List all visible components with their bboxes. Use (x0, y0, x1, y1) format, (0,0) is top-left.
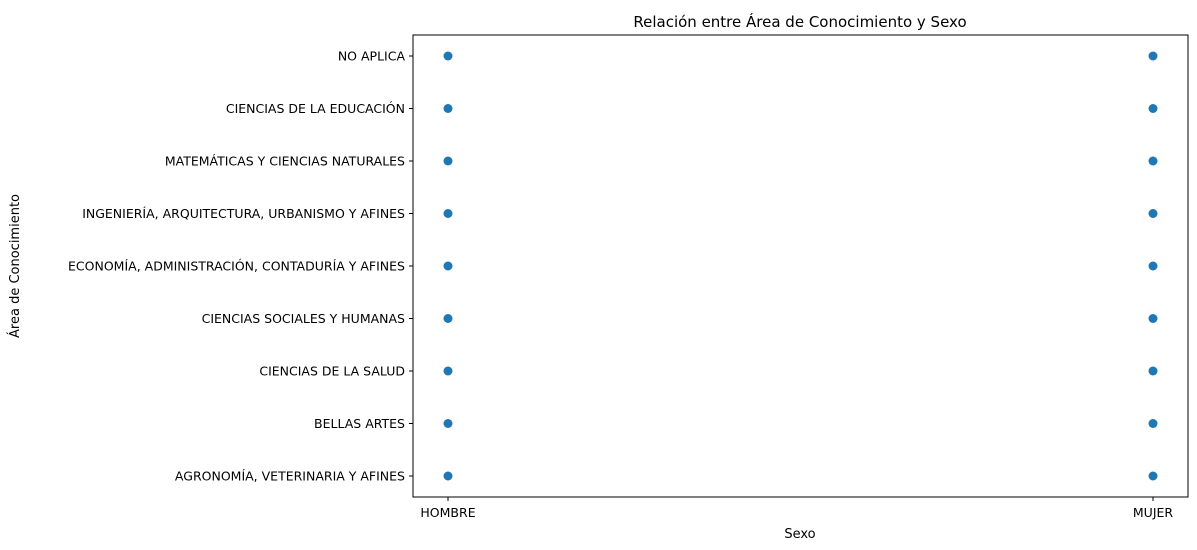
chart-title: Relación entre Área de Conocimiento y Se… (633, 12, 966, 31)
data-point (443, 314, 453, 323)
x-tick-label: HOMBRE (420, 505, 475, 520)
data-point (443, 261, 453, 271)
data-point (443, 471, 453, 481)
y-tick-label: MATEMÁTICAS Y CIENCIAS NATURALES (165, 154, 405, 169)
points-group (443, 51, 1158, 481)
y-tick-label: ECONOMÍA, ADMINISTRACIÓN, CONTADURÍA Y A… (68, 259, 405, 274)
y-tick-label: CIENCIAS SOCIALES Y HUMANAS (202, 311, 405, 326)
y-tick-label: INGENIERÍA, ARQUITECTURA, URBANISMO Y AF… (82, 206, 405, 221)
data-point (1148, 366, 1158, 376)
x-tick-group: HOMBRE MUJER (420, 497, 1173, 520)
data-point (1148, 261, 1158, 271)
data-point (443, 104, 453, 113)
y-tick-label: CIENCIAS DE LA SALUD (259, 364, 405, 379)
y-tick-group: AGRONOMÍA, VETERINARIA Y AFINES BELLAS AR… (68, 49, 413, 484)
data-point (1148, 314, 1158, 323)
data-point (1148, 104, 1158, 113)
data-point (443, 156, 453, 166)
y-tick-label: AGRONOMÍA, VETERINARIA Y AFINES (175, 469, 405, 484)
data-point (1148, 156, 1158, 166)
y-tick-label: BELLAS ARTES (314, 416, 405, 431)
data-point (1148, 471, 1158, 481)
data-point (1148, 51, 1158, 61)
data-point (1148, 209, 1158, 218)
x-tick-label: MUJER (1133, 505, 1174, 520)
data-point (1148, 419, 1158, 428)
y-tick-label: CIENCIAS DE LA EDUCACIÓN (226, 101, 405, 116)
data-point (443, 209, 453, 218)
data-point (443, 51, 453, 61)
y-axis-title: Área de Conocimiento (7, 194, 23, 338)
data-point (443, 419, 453, 428)
x-axis-title: Sexo (784, 527, 815, 542)
plot-frame (412, 34, 1189, 498)
data-point (443, 366, 453, 376)
y-tick-label: NO APLICA (338, 49, 406, 64)
